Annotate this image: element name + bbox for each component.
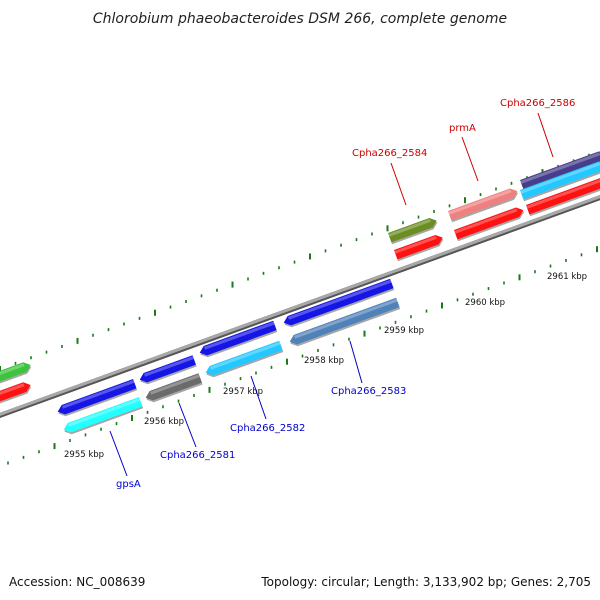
gene-label[interactable]: gpsA — [116, 479, 141, 490]
kbp-label: 2958 kbp — [304, 356, 344, 366]
gene-label-leader — [109, 430, 128, 477]
gene-label-leader — [250, 375, 267, 420]
gene-arrow[interactable] — [448, 186, 520, 223]
kbp-label: 2956 kbp — [144, 417, 184, 427]
topology-text: Topology: circular; Length: 3,133,902 bp… — [260, 575, 591, 589]
gene-label[interactable]: Cpha266_2586 — [500, 98, 575, 109]
gene-arrow[interactable] — [520, 149, 600, 192]
cds-arrow[interactable] — [454, 205, 526, 242]
cds-arrow[interactable] — [144, 373, 203, 404]
kbp-label: 2955 kbp — [64, 450, 104, 460]
gene-label-leader — [461, 136, 479, 182]
accession-text: Accession: NC_008639 — [9, 575, 145, 589]
kbp-label: 2960 kbp — [465, 298, 505, 308]
gene-arrow[interactable] — [0, 360, 33, 390]
cds-arrow[interactable] — [520, 159, 600, 202]
gene-label[interactable]: Cpha266_2581 — [160, 450, 235, 461]
gene-features — [0, 149, 600, 436]
kbp-label: 2961 kbp — [547, 272, 587, 282]
kbp-label: 2959 kbp — [384, 326, 424, 336]
genome-backbone — [0, 194, 600, 419]
gene-label[interactable]: Cpha266_2584 — [352, 148, 427, 159]
map-title: Chlorobium phaeobacteroides DSM 266, com… — [93, 11, 507, 27]
gene-label[interactable]: prmA — [449, 123, 476, 134]
gene-labels: gpsA Cpha266_2581 Cpha266_2582 Cpha266_2583… — [109, 98, 575, 490]
gene-label-leader — [349, 340, 363, 384]
gene-label[interactable]: Cpha266_2582 — [230, 423, 305, 434]
kbp-tick-labels: 2955 kbp 2956 kbp 2957 kbp 2958 kbp 2959 kbp… — [64, 272, 587, 460]
gene-label-leader — [537, 112, 554, 158]
cds-arrow[interactable] — [204, 340, 284, 380]
cds-arrow[interactable] — [526, 174, 600, 217]
gene-arrow[interactable] — [56, 379, 138, 418]
gene-label-leader — [390, 162, 407, 206]
gene-label[interactable]: Cpha266_2583 — [331, 386, 406, 397]
gene-arrow[interactable] — [138, 355, 197, 386]
cds-arrow[interactable] — [394, 233, 445, 262]
kbp-label: 2957 kbp — [223, 387, 263, 397]
gene-arrow[interactable] — [198, 320, 278, 360]
cds-arrow[interactable] — [288, 297, 401, 349]
gene-label-leader — [178, 402, 197, 448]
gene-arrow[interactable] — [282, 278, 395, 330]
gene-arrow[interactable] — [388, 216, 439, 245]
cds-arrow[interactable] — [0, 380, 33, 410]
cds-arrow[interactable] — [62, 397, 144, 436]
